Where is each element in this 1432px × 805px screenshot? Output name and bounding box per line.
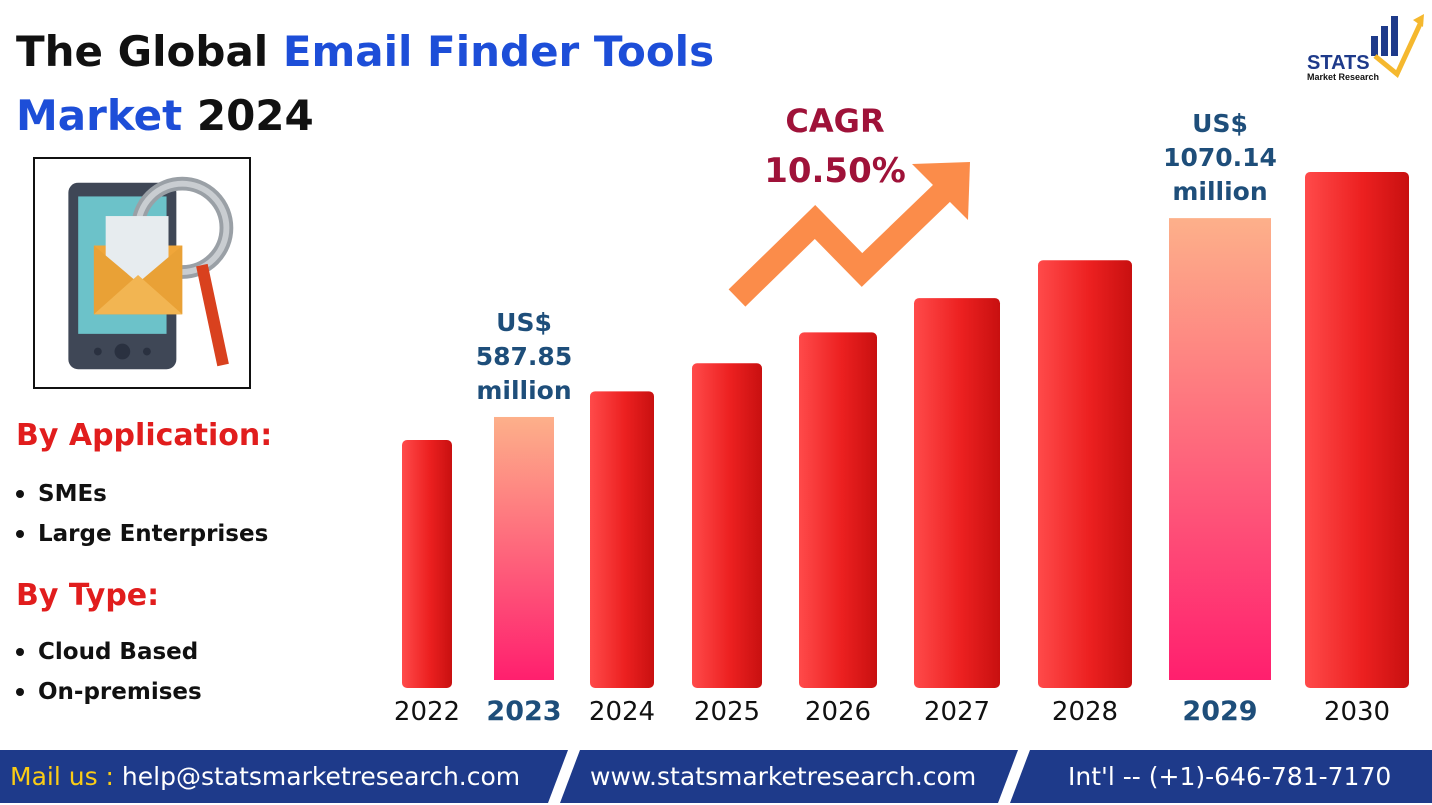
logo-subtitle: Market Research bbox=[1307, 72, 1380, 82]
title-part-2: Email Finder Tools bbox=[282, 27, 715, 76]
stats-logo-mark bbox=[1371, 14, 1424, 78]
bar-2024 bbox=[590, 391, 654, 688]
cagr-arrow-head-icon bbox=[912, 162, 970, 220]
application-list: SMEs Large Enterprises bbox=[16, 474, 268, 554]
logo-name: STATS bbox=[1307, 52, 1370, 74]
x-tick-label-2026: 2026 bbox=[805, 697, 871, 727]
list-item: SMEs bbox=[16, 474, 268, 514]
bar-2023 bbox=[494, 416, 554, 680]
title-part-3: Market bbox=[16, 91, 183, 140]
by-application-heading: By Application: bbox=[16, 418, 273, 453]
x-tick-label-2024: 2024 bbox=[589, 697, 655, 727]
type-item-on-premises: On-premises bbox=[38, 679, 202, 705]
list-item: Large Enterprises bbox=[16, 514, 268, 554]
x-tick-label-2025: 2025 bbox=[694, 697, 760, 727]
bullet-icon bbox=[16, 490, 24, 498]
title-part-4: 2024 bbox=[182, 91, 314, 140]
cagr-label: CAGR bbox=[785, 102, 884, 140]
x-tick-label-2028: 2028 bbox=[1052, 697, 1118, 727]
bullet-icon bbox=[16, 688, 24, 696]
cagr-value: 10.50% bbox=[764, 151, 906, 191]
list-item: Cloud Based bbox=[16, 632, 202, 672]
type-item-cloud-based: Cloud Based bbox=[38, 639, 199, 665]
title-part-1: The Global bbox=[16, 27, 283, 76]
mail-us-label: Mail us : bbox=[10, 762, 114, 791]
type-list: Cloud Based On-premises bbox=[16, 632, 202, 712]
x-tick-label-2023: 2023 bbox=[486, 696, 561, 727]
x-tick-label-2029: 2029 bbox=[1182, 696, 1257, 727]
list-item: On-premises bbox=[16, 672, 202, 712]
email-search-phone-icon bbox=[68, 176, 234, 370]
bar-2027 bbox=[914, 298, 1000, 688]
by-type-heading: By Type: bbox=[16, 578, 160, 613]
x-tick-label-2022: 2022 bbox=[394, 697, 460, 727]
value-label-2023: million bbox=[476, 376, 571, 405]
application-item-smes: SMEs bbox=[38, 481, 107, 507]
website-link[interactable]: www.statsmarketresearch.com bbox=[590, 762, 977, 791]
cagr-arrow-icon bbox=[728, 181, 954, 307]
x-tick-label-2027: 2027 bbox=[924, 697, 990, 727]
footer-bar: Mail us : help@statsmarketresearch.com w… bbox=[0, 750, 1432, 805]
bar-2025 bbox=[692, 363, 762, 688]
footer-background bbox=[0, 750, 1432, 803]
value-label-2029: US$ bbox=[1192, 109, 1248, 138]
value-label-2023: 587.85 bbox=[476, 342, 572, 371]
bar-2028 bbox=[1038, 260, 1132, 688]
application-item-large-enterprises: Large Enterprises bbox=[38, 521, 269, 547]
value-label-2023: US$ bbox=[496, 308, 552, 337]
email-finder-illustration bbox=[33, 157, 251, 389]
phone-number[interactable]: Int'l -- (+1)-646-781-7170 bbox=[1068, 762, 1392, 791]
bar-2030 bbox=[1305, 172, 1409, 688]
market-bar-chart: 2022 2023 2024 2025 2026 2027 2028 2029 2030 US$ 5… bbox=[394, 102, 1409, 727]
x-tick-label-2030: 2030 bbox=[1324, 697, 1390, 727]
bullet-icon bbox=[16, 648, 24, 656]
stats-logo: STATS Market Research bbox=[1305, 12, 1425, 84]
footer-email[interactable]: Mail us : help@statsmarketresearch.com bbox=[10, 750, 520, 803]
bar-2026 bbox=[799, 332, 877, 688]
value-label-2029: 1070.14 bbox=[1163, 143, 1277, 172]
bar-2029 bbox=[1169, 218, 1271, 681]
value-label-2029: million bbox=[1172, 177, 1267, 206]
page-title: The Global Email Finder Tools Market 202… bbox=[16, 20, 714, 148]
email-link[interactable]: help@statsmarketresearch.com bbox=[121, 762, 521, 791]
bar-2022 bbox=[402, 440, 452, 688]
bullet-icon bbox=[16, 530, 24, 538]
